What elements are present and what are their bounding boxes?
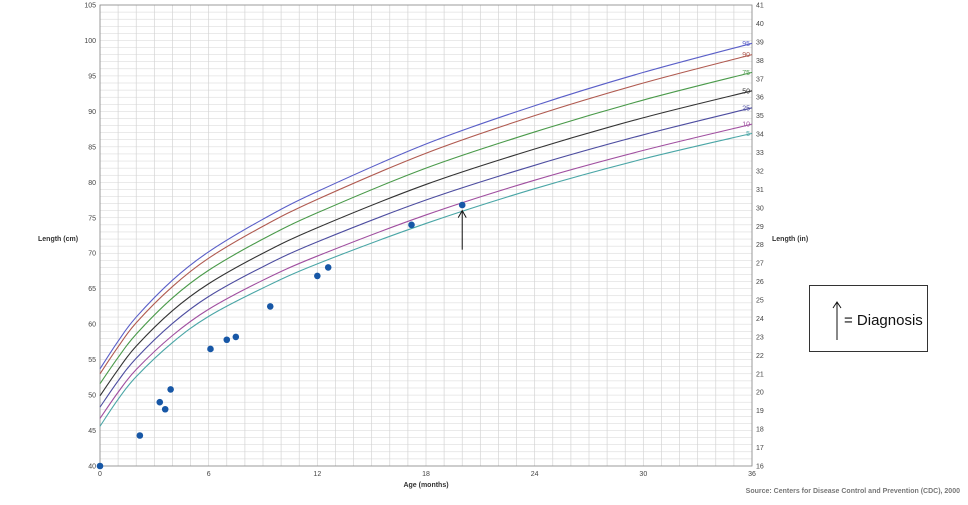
y-tick-label-right: 27 xyxy=(756,261,764,268)
y-tick-label-right: 33 xyxy=(756,150,764,157)
y-tick-label-right: 37 xyxy=(756,76,764,83)
patient-data-point xyxy=(156,398,164,406)
y-tick-label-left: 75 xyxy=(88,215,96,222)
patient-data-point xyxy=(408,221,415,229)
percentile-label-5: 5 xyxy=(746,131,750,138)
x-tick-label: 6 xyxy=(207,471,211,478)
patient-data-point xyxy=(223,336,231,344)
y-tick-label-left: 60 xyxy=(88,322,96,329)
y-tick-label-right: 19 xyxy=(756,408,764,415)
percentile-label-90: 90 xyxy=(742,52,750,59)
percentile-label-50: 50 xyxy=(742,88,750,95)
percentile-curve-25 xyxy=(99,107,753,408)
y-axis-label-right: Length (in) xyxy=(772,236,808,243)
y-tick-label-right: 26 xyxy=(756,279,764,286)
patient-data-point xyxy=(167,386,174,393)
y-tick-label-right: 35 xyxy=(756,113,764,120)
y-tick-label-left: 80 xyxy=(88,180,96,187)
y-tick-label-left: 45 xyxy=(88,428,96,435)
y-tick-label-left: 40 xyxy=(88,464,96,471)
y-tick-label-right: 40 xyxy=(756,21,764,28)
y-tick-label-right: 38 xyxy=(756,58,764,65)
grid-layer xyxy=(99,4,753,467)
patient-data-point xyxy=(266,303,274,310)
y-tick-label-right: 20 xyxy=(756,390,764,397)
source-note: Source: Centers for Disease Control and … xyxy=(745,488,960,495)
percentile-label-10: 10 xyxy=(742,122,750,129)
y-tick-label-left: 95 xyxy=(88,73,96,80)
percentile-curve-95 xyxy=(99,42,753,370)
percentile-label-25: 25 xyxy=(742,105,750,112)
patient-data-point xyxy=(458,201,466,209)
y-tick-label-right: 36 xyxy=(756,95,764,102)
y-tick-label-right: 28 xyxy=(756,242,764,249)
percentile-curves: 95 90 75 50 25 10 5 xyxy=(99,41,753,427)
y-tick-label-left: 70 xyxy=(88,251,96,258)
y-tick-label-right: 25 xyxy=(756,298,764,305)
y-axis-label-left: Length (cm) xyxy=(38,236,78,243)
percentile-curve-75 xyxy=(99,71,753,385)
y-tick-label-right: 16 xyxy=(756,464,764,471)
y-tick-label-right: 21 xyxy=(756,371,764,378)
patient-data-point xyxy=(161,405,169,413)
patient-data-point xyxy=(207,345,214,353)
y-tick-label-right: 18 xyxy=(756,427,764,434)
patient-data-point xyxy=(324,264,332,271)
y-tick-label-right: 22 xyxy=(756,353,764,360)
y-tick-label-right: 41 xyxy=(756,3,764,10)
y-tick-label-left: 100 xyxy=(84,38,96,45)
percentile-label-75: 75 xyxy=(742,70,750,77)
x-tick-label: 12 xyxy=(313,471,321,478)
y-tick-label-left: 65 xyxy=(88,286,96,293)
diagnosis-arrow-head xyxy=(457,209,467,218)
diagnosis-legend-label: = Diagnosis xyxy=(844,312,923,329)
percentile-label-95: 95 xyxy=(742,41,750,48)
y-tick-label-right: 30 xyxy=(756,205,764,212)
percentile-curve-50 xyxy=(99,90,753,397)
y-tick-label-left: 90 xyxy=(88,109,96,116)
x-tick-label: 0 xyxy=(98,471,102,478)
percentile-curve-10 xyxy=(99,123,753,419)
percentile-curve-90 xyxy=(99,54,753,375)
patient-points xyxy=(96,201,467,470)
y-tick-label-left: 50 xyxy=(88,393,96,400)
y-tick-label-right: 31 xyxy=(756,187,764,194)
x-tick-label: 30 xyxy=(639,471,647,478)
y-tick-label-right: 34 xyxy=(756,132,764,139)
patient-data-point xyxy=(96,462,104,470)
diagnosis-legend: = Diagnosis xyxy=(809,285,928,352)
x-tick-label: 24 xyxy=(531,471,539,478)
x-tick-label: 36 xyxy=(748,471,756,478)
axis-ticks: 4045505560657075808590951001051617181920… xyxy=(84,3,764,479)
x-tick-label: 18 xyxy=(422,471,430,478)
y-tick-label-right: 23 xyxy=(756,334,764,341)
patient-data-point xyxy=(136,432,144,439)
up-arrow-icon xyxy=(832,301,842,340)
y-tick-label-right: 17 xyxy=(756,445,764,452)
percentile-curve-5 xyxy=(99,132,753,427)
y-tick-label-right: 29 xyxy=(756,224,764,231)
plot-border xyxy=(99,4,753,467)
y-tick-label-left: 85 xyxy=(88,144,96,151)
y-tick-label-right: 24 xyxy=(756,316,764,323)
y-tick-label-left: 105 xyxy=(84,3,96,10)
y-tick-label-left: 55 xyxy=(88,357,96,364)
patient-data-point xyxy=(232,333,240,341)
patient-data-point xyxy=(314,272,321,280)
y-tick-label-right: 39 xyxy=(756,39,764,46)
x-axis-label: Age (months) xyxy=(403,482,448,489)
y-tick-label-right: 32 xyxy=(756,168,764,175)
